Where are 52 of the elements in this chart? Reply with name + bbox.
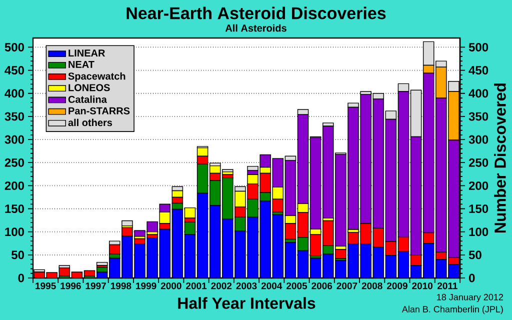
x-axis-title: Half Year Intervals <box>178 297 316 309</box>
x-tick-label: 2002 <box>211 282 232 290</box>
y-tick-label: 0 <box>18 274 24 282</box>
x-tick-label: 1999 <box>136 282 156 290</box>
x-tick-label: 2007 <box>336 282 358 290</box>
y2-tick-label: 400 <box>468 89 488 98</box>
legend-label: Catalina <box>68 96 107 103</box>
x-tick-label: 2004 <box>261 282 282 290</box>
legend-label: LONEOS <box>68 84 110 92</box>
y2-tick-label: 500 <box>468 42 488 52</box>
y-tick-label: 50 <box>12 250 24 260</box>
legend-label: LINEAR <box>68 50 106 56</box>
y2-tick-label: 450 <box>468 66 488 75</box>
y2-tick-label: 200 <box>468 181 488 190</box>
y2-tick-label: 0 <box>469 274 475 282</box>
x-tick-label: 2000 <box>160 282 182 290</box>
x-tick-label: 2001 <box>186 282 207 290</box>
legend-label: all others <box>68 118 112 126</box>
legend-label: NEAT <box>68 60 94 68</box>
y-tick-label: 150 <box>5 204 24 213</box>
x-tick-label: 2008 <box>362 282 382 290</box>
y2-tick-label: 250 <box>468 158 488 167</box>
y2-tick-label: 150 <box>469 204 488 213</box>
x-tick-label: 2011 <box>437 282 458 290</box>
y-tick-label: 450 <box>4 66 24 75</box>
y-tick-label: 500 <box>4 42 24 52</box>
x-tick-label: 2006 <box>312 282 332 290</box>
y2-axis-title: Number Discovered <box>494 83 506 232</box>
text: 18 January 2012 <box>437 294 503 302</box>
chart-subtitle: All Asteroids <box>225 24 286 32</box>
x-tick-label: 2005 <box>286 282 308 290</box>
y-tick-label: 350 <box>4 112 24 121</box>
y-tick-label: 100 <box>5 228 24 236</box>
y-tick-label: 300 <box>4 135 24 144</box>
legend-label: Spacewatch <box>68 72 126 82</box>
chart-title: Near-Earth Asteroid Discoveries <box>126 6 386 20</box>
legend-label: Pan-STARRS <box>68 107 130 114</box>
y2-tick-label: 100 <box>469 228 488 236</box>
x-tick-label: 1996 <box>60 282 81 290</box>
x-tick-label: 2003 <box>236 282 257 290</box>
x-tick-label: 2009 <box>386 282 408 290</box>
x-tick-label: 2010 <box>412 282 432 290</box>
x-tick-label: 1998 <box>110 282 132 290</box>
x-tick-label: 1995 <box>36 282 56 290</box>
y-tick-label: 400 <box>4 89 24 98</box>
y2-tick-label: 50 <box>468 250 482 260</box>
text: Alan B. Chamberlin (JPL) <box>402 306 503 314</box>
y2-tick-label: 350 <box>468 112 488 121</box>
x-tick-label: 1997 <box>86 282 106 290</box>
y-tick-label: 250 <box>4 158 24 167</box>
y2-tick-label: 300 <box>468 135 488 144</box>
y-tick-label: 200 <box>4 181 24 190</box>
